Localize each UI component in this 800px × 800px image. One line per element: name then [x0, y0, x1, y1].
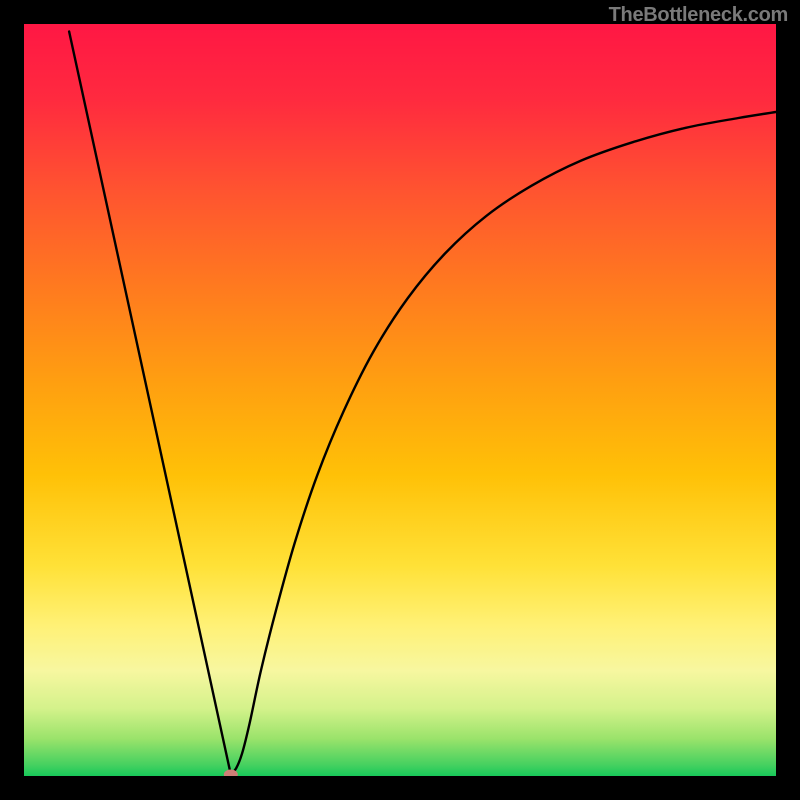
chart-container: TheBottleneck.com [0, 0, 800, 800]
bottleneck-chart [0, 0, 800, 800]
chart-gradient-background [24, 24, 776, 776]
watermark-text: TheBottleneck.com [609, 4, 788, 27]
